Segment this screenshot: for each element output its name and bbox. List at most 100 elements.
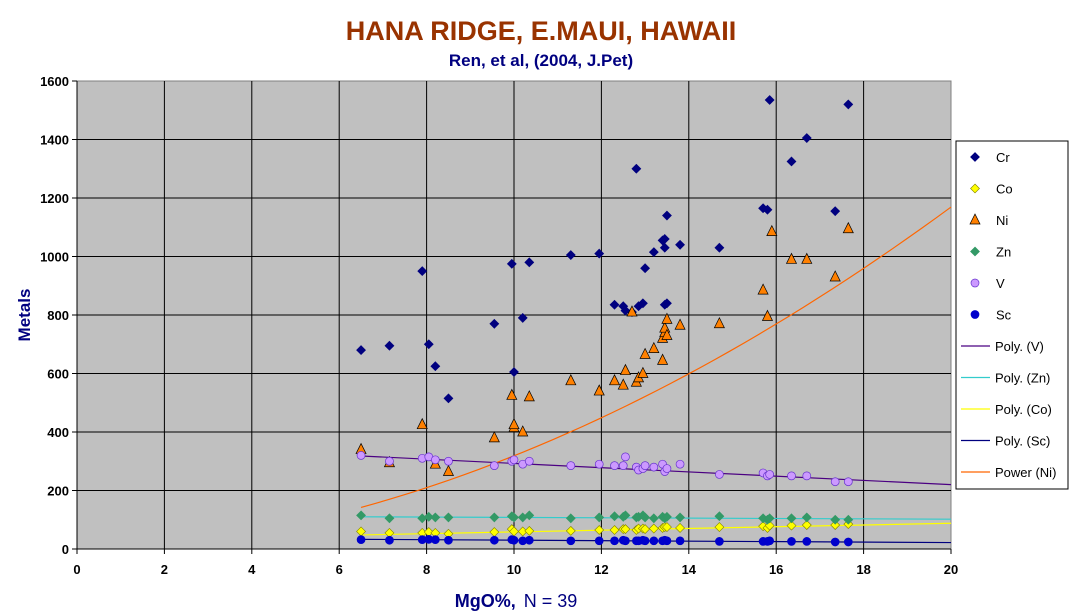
data-point-co <box>830 520 841 530</box>
data-point-cr <box>637 298 648 309</box>
legend-item-ni: Ni <box>969 213 1008 228</box>
data-point-cr <box>524 257 535 268</box>
chart-title: HANA RIDGE, E.MAUI, HAWAII <box>346 16 737 46</box>
data-point-sc <box>430 535 440 544</box>
data-point-sc <box>765 536 774 546</box>
y-tick-label: 800 <box>47 308 69 323</box>
data-point-zn <box>565 513 576 524</box>
data-point-v <box>430 455 440 465</box>
data-point-ni <box>523 390 535 402</box>
legend-marker-ni <box>969 213 981 225</box>
data-point-ni <box>488 431 500 443</box>
x-tick-label: 10 <box>507 562 521 577</box>
data-point-ni <box>713 316 725 329</box>
data-point-cr <box>662 210 672 221</box>
data-point-cr <box>517 313 528 323</box>
data-point-ni <box>517 425 529 437</box>
data-point-co <box>786 520 797 531</box>
data-point-v <box>489 461 499 470</box>
data-point-ni <box>565 374 577 386</box>
data-point-co <box>640 524 651 535</box>
data-point-sc <box>649 536 659 546</box>
data-point-zn <box>384 513 395 524</box>
data-point-ni <box>842 221 854 234</box>
data-point-cr <box>801 133 812 143</box>
data-point-co <box>714 522 725 532</box>
data-point-v <box>765 470 774 479</box>
data-point-ni <box>785 252 798 264</box>
legend-item-trendline: Poly. (Zn) <box>961 371 1050 386</box>
legend-marker-sc <box>970 310 980 319</box>
data-point-ni <box>757 283 769 295</box>
legend-label: Poly. (Zn) <box>995 371 1050 386</box>
data-point-co <box>801 520 812 530</box>
data-point-zn <box>356 510 366 521</box>
legend-label: Co <box>996 182 1013 197</box>
legend-label: V <box>996 276 1005 291</box>
y-ticks: 0 200 400 600 800 1000 1200 1400 1600 <box>40 74 77 557</box>
data-point-cr <box>659 242 670 253</box>
data-point-ni <box>639 347 651 359</box>
data-point-co <box>609 525 620 535</box>
data-point-v <box>802 471 812 481</box>
data-point-cr <box>509 367 519 377</box>
legend-item-cr: Cr <box>970 150 1010 165</box>
data-point-zn <box>801 512 812 523</box>
data-point-cr <box>675 239 685 250</box>
data-point-zn <box>509 512 519 523</box>
legend-label: Zn <box>996 245 1011 260</box>
data-point-sc <box>385 535 394 545</box>
data-point-v <box>843 477 853 487</box>
data-point-ni <box>657 353 669 365</box>
legend-label: Poly. (Co) <box>995 402 1052 417</box>
data-point-sc <box>356 535 366 544</box>
data-point-sc <box>715 537 724 546</box>
data-point-sc <box>610 536 619 546</box>
data-point-sc <box>594 536 604 546</box>
legend-label: Poly. (V) <box>995 339 1044 354</box>
x-tick-label: 20 <box>944 562 958 577</box>
data-point-cr <box>609 299 620 310</box>
data-point-ni <box>766 224 778 236</box>
x-axis-label-main: MgO%, <box>455 591 516 611</box>
data-point-cr <box>506 258 517 269</box>
data-point-cr <box>356 345 366 356</box>
data-point-cr <box>640 263 651 274</box>
legend-label: Poly. (Sc) <box>995 434 1050 449</box>
legend-label: Cr <box>996 150 1010 165</box>
data-point-v <box>618 461 628 470</box>
data-point-co <box>524 525 535 536</box>
legend-marker-zn <box>970 246 980 257</box>
data-point-sc <box>509 535 519 545</box>
data-point-co <box>675 523 685 533</box>
data-point-cr <box>648 247 659 258</box>
data-point-zn <box>675 512 685 523</box>
data-point-ni <box>626 305 638 317</box>
data-point-cr <box>714 242 725 253</box>
legend-item-trendline: Poly. (Sc) <box>961 434 1050 449</box>
data-point-ni <box>661 312 673 324</box>
data-point-v <box>662 464 672 473</box>
data-point-zn <box>489 512 500 523</box>
y-tick-label: 1400 <box>40 133 69 148</box>
data-point-cr <box>594 248 605 259</box>
data-point-zn <box>594 512 605 523</box>
data-point-zn <box>620 510 631 521</box>
data-point-v <box>715 470 724 479</box>
x-tick-label: 0 <box>73 562 80 577</box>
y-tick-label: 1000 <box>40 250 69 265</box>
data-point-zn <box>662 511 672 522</box>
legend-marker-v <box>970 278 980 288</box>
data-point-v <box>830 477 840 487</box>
legend-item-co: Co <box>970 182 1013 197</box>
data-point-ni <box>619 363 632 375</box>
data-point-cr <box>762 204 773 215</box>
x-tick-label: 6 <box>336 562 343 577</box>
data-point-sc <box>675 536 685 546</box>
y-tick-label: 1600 <box>40 74 69 89</box>
data-point-ni <box>674 318 686 330</box>
data-point-v <box>524 456 534 466</box>
data-point-v <box>675 459 685 469</box>
data-point-zn <box>609 511 620 522</box>
